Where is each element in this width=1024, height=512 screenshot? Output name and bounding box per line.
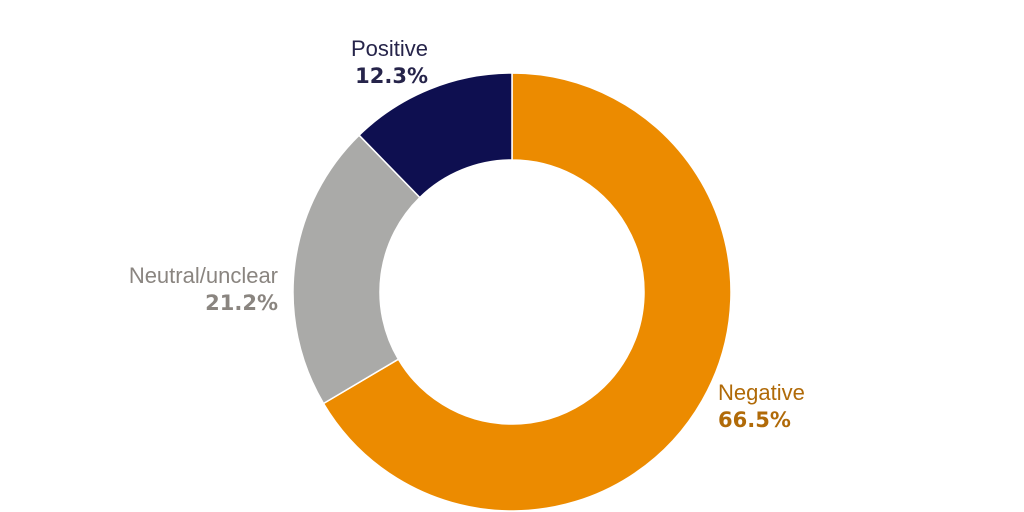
slice-neutral-unclear [292,134,421,405]
label-neutral-value: 21.2% [205,291,278,315]
slice-positive [358,72,513,199]
label-neutral-name: Neutral/unclear [129,263,278,288]
label-neutral: Neutral/unclear 21.2% [129,263,278,315]
label-negative: Negative 66.5% [718,380,805,432]
label-positive: Positive 12.3% [351,36,428,88]
label-negative-value: 66.5% [718,408,791,432]
label-negative-name: Negative [718,380,805,405]
slices [292,72,732,512]
label-positive-name: Positive [351,36,428,61]
label-positive-value: 12.3% [355,64,428,88]
slice-negative [322,72,732,512]
